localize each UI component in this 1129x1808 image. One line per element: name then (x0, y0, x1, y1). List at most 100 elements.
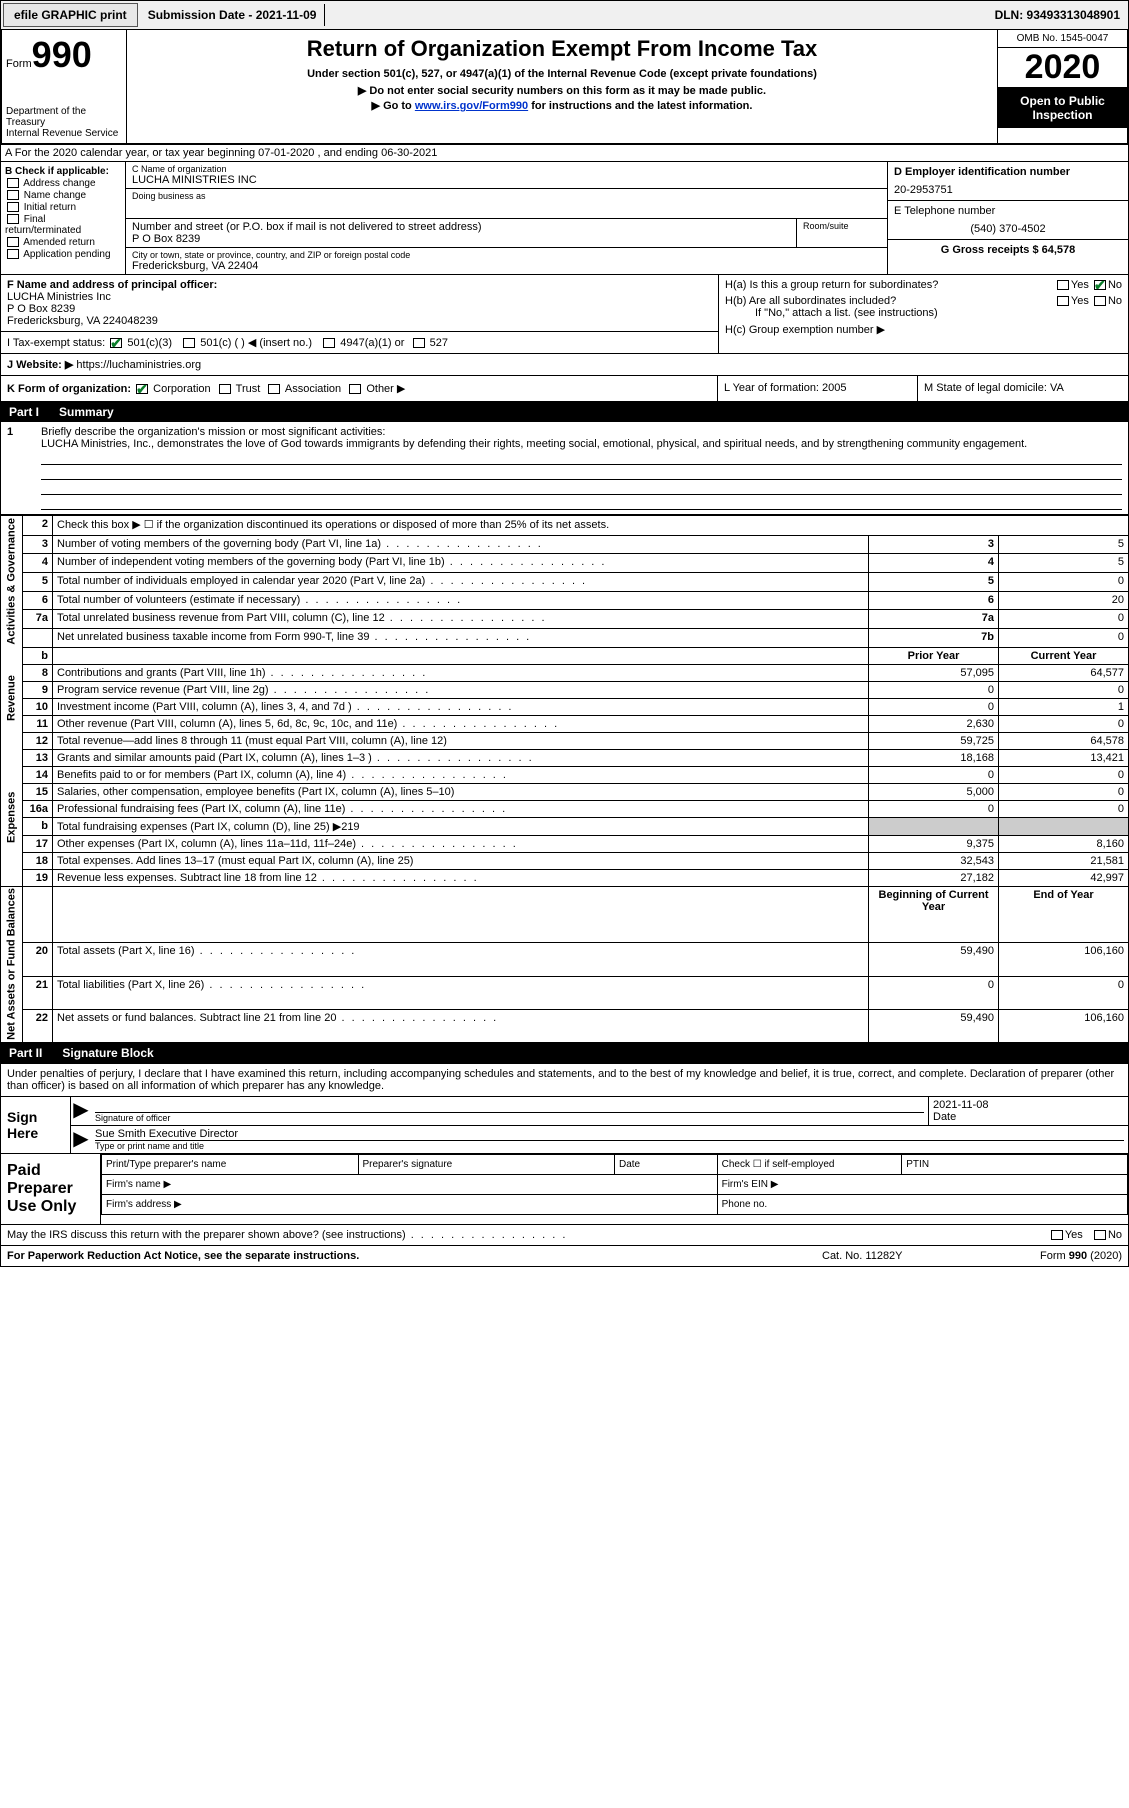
cb-hb-no[interactable] (1094, 296, 1106, 306)
ein-value: 20-2953751 (894, 184, 1122, 196)
form-header: Form990 Department of the Treasury Inter… (0, 30, 1129, 145)
cb-final-return[interactable]: Final return/terminated (5, 214, 121, 236)
preparer-table: Print/Type preparer's name Preparer's si… (101, 1154, 1128, 1215)
net-row-22: 22Net assets or fund balances. Subtract … (1, 1010, 1129, 1043)
end-year-header: End of Year (999, 886, 1129, 943)
firm-name-label: Firm's name ▶ (102, 1175, 718, 1195)
lbl-4947: 4947(a)(1) or (340, 337, 404, 349)
efile-print-button[interactable]: efile GRAPHIC print (3, 3, 138, 27)
footer-left: For Paperwork Reduction Act Notice, see … (7, 1250, 822, 1262)
form-subtitle: Under section 501(c), 527, or 4947(a)(1)… (133, 68, 991, 80)
form-title: Return of Organization Exempt From Incom… (133, 36, 991, 62)
exp-row-18: 18Total expenses. Add lines 13–17 (must … (1, 852, 1129, 869)
sign-here-row: Sign Here ▶ Signature of officer 2021-11… (1, 1097, 1128, 1153)
lbl-other: Other ▶ (366, 383, 405, 395)
cb-other[interactable] (349, 384, 361, 394)
cb-hb-yes[interactable] (1057, 296, 1069, 306)
exp-row-15: 15Salaries, other compensation, employee… (1, 783, 1129, 800)
exp-row-16b: bTotal fundraising expenses (Part IX, co… (1, 817, 1129, 835)
arrow2-pre: ▶ Go to (372, 100, 415, 112)
part-i-num: Part I (9, 405, 59, 419)
sig-arrow-icon: ▶ (71, 1097, 91, 1125)
mission-text: LUCHA Ministries, Inc., demonstrates the… (41, 438, 1027, 450)
tax-status-row: I Tax-exempt status: 501(c)(3) 501(c) ( … (1, 331, 718, 353)
cb-association[interactable] (268, 384, 280, 394)
gross-receipts: G Gross receipts $ 64,578 (941, 244, 1076, 256)
dept-treasury: Department of the Treasury Internal Reve… (6, 106, 122, 139)
col-h: Yes No H(a) Is this a group return for s… (718, 275, 1128, 353)
k-label: K Form of organization: (7, 383, 131, 395)
sig-name-value: Sue Smith Executive Director (95, 1128, 1124, 1141)
cb-ha-yes[interactable] (1057, 280, 1069, 290)
gov-row-6: 6Total number of volunteers (estimate if… (1, 591, 1129, 610)
footer-right: Form 990 (2020) (972, 1250, 1122, 1262)
col-f: F Name and address of principal officer:… (1, 275, 718, 353)
cb-corporation[interactable] (136, 384, 148, 394)
net-header: Net Assets or Fund Balances Beginning of… (1, 886, 1129, 943)
section-a: A For the 2020 calendar year, or tax yea… (0, 145, 1129, 162)
cb-amended-return[interactable]: Amended return (5, 237, 121, 248)
part-ii-num: Part II (9, 1046, 62, 1060)
beg-year-header: Beginning of Current Year (869, 886, 999, 943)
hb-row: Yes No H(b) Are all subordinates include… (725, 295, 1122, 307)
cb-address-change[interactable]: Address change (5, 178, 121, 189)
pycy-header: Revenue b Prior Year Current Year (1, 647, 1129, 664)
website-row: J Website: ▶ https://luchaministries.org (0, 354, 1129, 376)
gov-2-num: 2 (23, 516, 53, 536)
block-bcde: B Check if applicable: Address change Na… (0, 162, 1129, 275)
part-i-title: Summary (59, 405, 1120, 419)
cb-4947[interactable] (323, 338, 335, 348)
phone-cell: E Telephone number (540) 370-4502 (888, 201, 1128, 240)
block-fh: F Name and address of principal officer:… (0, 275, 1129, 354)
signature-block: Under penalties of perjury, I declare th… (0, 1063, 1129, 1154)
prior-year-header: Prior Year (869, 647, 999, 664)
tax-status-label: I Tax-exempt status: (7, 337, 105, 349)
cb-trust[interactable] (219, 384, 231, 394)
exp-row-16a: 16aProfessional fundraising fees (Part I… (1, 800, 1129, 817)
discuss-yes: Yes (1065, 1229, 1083, 1241)
cb-501c[interactable] (183, 338, 195, 348)
col-de: D Employer identification number 20-2953… (888, 162, 1128, 274)
arrow2-post: for instructions and the latest informat… (528, 100, 752, 112)
org-name-label: C Name of organization (132, 164, 881, 174)
firm-phone-label: Phone no. (717, 1195, 1127, 1215)
lbl-501c: 501(c) ( ) ◀ (insert no.) (200, 337, 312, 349)
cb-initial-return[interactable]: Initial return (5, 202, 121, 213)
dln: DLN: 93493313048901 (987, 4, 1128, 26)
exp-row-17: 17Other expenses (Part IX, column (A), l… (1, 835, 1129, 852)
city-row: City or town, state or province, country… (126, 248, 887, 274)
prep-sig-header: Preparer's signature (358, 1155, 615, 1175)
sig-date-label: Date (933, 1111, 1124, 1123)
cb-discuss-yes[interactable] (1051, 1230, 1063, 1240)
open-to-public: Open to Public Inspection (998, 88, 1127, 128)
form990-link[interactable]: www.irs.gov/Form990 (415, 100, 528, 112)
discuss-no: No (1108, 1229, 1122, 1241)
hb-note: If "No," attach a list. (see instruction… (725, 307, 1122, 319)
cb-discuss-no[interactable] (1094, 1230, 1106, 1240)
prep-name-header: Print/Type preparer's name (102, 1155, 359, 1175)
preparer-block: Paid Preparer Use Only Print/Type prepar… (0, 1154, 1129, 1225)
gov-2-text: Check this box ▶ ☐ if the organization d… (53, 516, 1129, 536)
phone-value: (540) 370-4502 (894, 223, 1122, 235)
arrow-line-2: ▶ Go to www.irs.gov/Form990 for instruct… (133, 99, 991, 112)
lbl-527: 527 (430, 337, 448, 349)
cb-527[interactable] (413, 338, 425, 348)
officer-addr1: P O Box 8239 (7, 303, 712, 315)
rev-row-11: 11Other revenue (Part VIII, column (A), … (1, 715, 1129, 732)
lbl-501c3: 501(c)(3) (127, 337, 172, 349)
lbl-corporation: Corporation (153, 383, 210, 395)
cb-ha-no[interactable] (1094, 280, 1106, 290)
side-exp: Expenses (1, 749, 23, 886)
col-c: C Name of organization LUCHA MINISTRIES … (126, 162, 888, 274)
cb-501c3[interactable] (110, 338, 122, 348)
sig-date-value: 2021-11-08 (933, 1099, 1124, 1111)
footer-mid: Cat. No. 11282Y (822, 1250, 972, 1262)
officer-name: LUCHA Ministries Inc (7, 291, 712, 303)
form-number: Form990 (6, 34, 122, 76)
summary-table: Activities & Governance 2 Check this box… (0, 515, 1129, 1043)
firm-addr-label: Firm's address ▶ (102, 1195, 718, 1215)
cb-app-pending[interactable]: Application pending (5, 249, 121, 260)
part-ii-title: Signature Block (62, 1046, 1120, 1060)
cb-name-change[interactable]: Name change (5, 190, 121, 201)
gov-row-4: 4Number of independent voting members of… (1, 554, 1129, 573)
